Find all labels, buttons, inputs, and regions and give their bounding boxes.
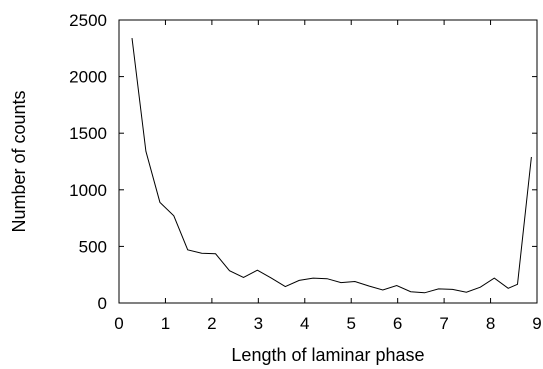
- x-tick-label: 0: [114, 314, 123, 333]
- y-tick-label: 2000: [69, 68, 107, 87]
- x-axis-title: Length of laminar phase: [231, 345, 424, 365]
- y-tick-label: 2500: [69, 11, 107, 30]
- y-tick-label: 0: [98, 294, 107, 313]
- x-tick-label: 2: [207, 314, 216, 333]
- x-tick-label: 1: [161, 314, 170, 333]
- x-tick-label: 6: [393, 314, 402, 333]
- plot-frame: [118, 19, 538, 304]
- y-tick-label: 1500: [69, 124, 107, 143]
- series-line-0: [131, 38, 532, 294]
- y-tick-label: 500: [79, 237, 107, 256]
- x-tick-label: 9: [532, 314, 541, 333]
- x-axis-ticks: 0 1 2 3 4 5 6 7 8 9: [114, 20, 542, 333]
- series-layer: [131, 38, 532, 294]
- x-tick-label: 3: [254, 314, 263, 333]
- plot-border: [118, 19, 538, 304]
- x-tick-label: 7: [439, 314, 448, 333]
- y-tick-label: 1000: [69, 181, 107, 200]
- x-tick-label: 8: [486, 314, 495, 333]
- x-tick-label: 5: [346, 314, 355, 333]
- y-axis-ticks: 0 500 1000 1500 2000 2500: [69, 11, 537, 313]
- x-tick-label: 4: [300, 314, 309, 333]
- y-axis-title: Number of counts: [9, 90, 29, 232]
